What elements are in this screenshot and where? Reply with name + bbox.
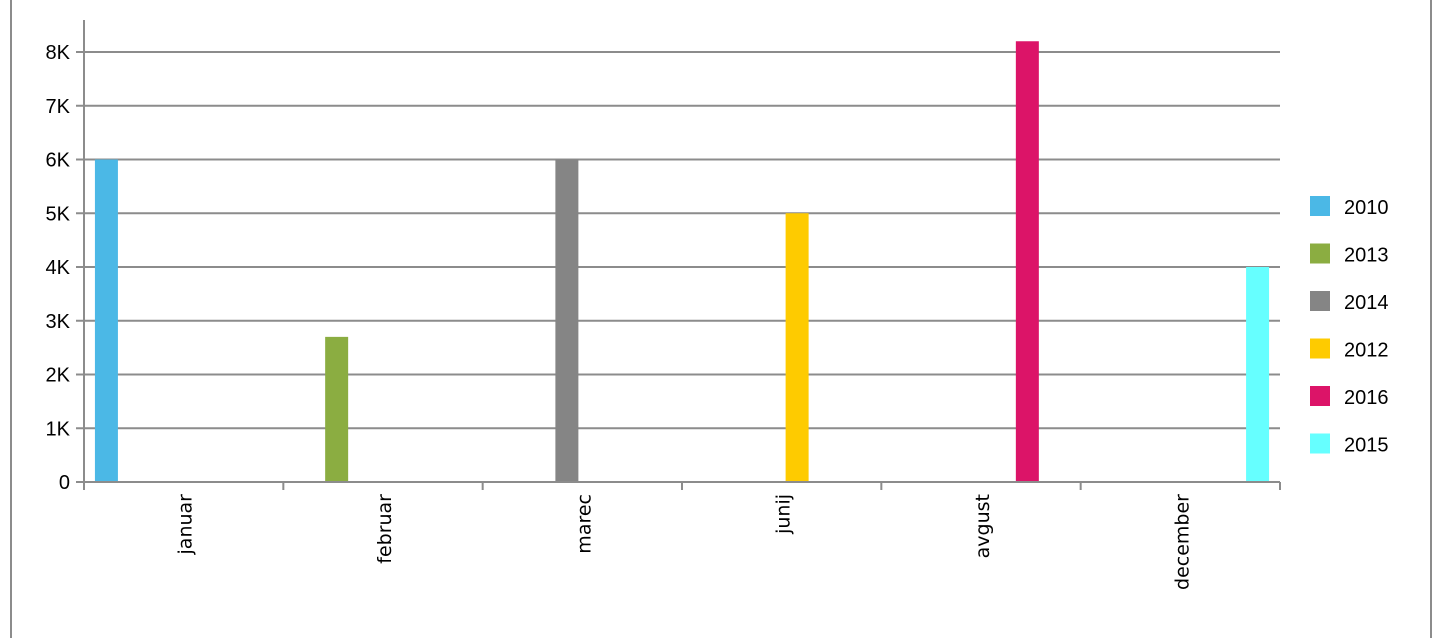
- y-tick-label: 1K: [46, 418, 71, 440]
- legend-swatch-2013: [1310, 243, 1330, 264]
- x-tick-label: junij: [773, 494, 795, 535]
- legend-swatch-2012: [1310, 338, 1330, 359]
- axes: [83, 20, 1281, 490]
- x-tick-label: januar: [175, 494, 197, 556]
- legend-label-2010: 2010: [1344, 197, 1389, 219]
- x-tick-label: februar: [374, 494, 396, 564]
- x-tick-label: avgust: [972, 494, 994, 558]
- x-axis-labels: januar februar marec junij avgust december: [175, 494, 1194, 590]
- bar-december-2015[interactable]: [1246, 267, 1270, 482]
- y-axis-ticks: 0 1K 2K 3K 4K 5K 6K 7K 8K: [46, 42, 84, 494]
- y-tick-label: 2K: [46, 365, 71, 387]
- y-tick-label: 7K: [46, 96, 71, 118]
- y-tick-label: 8K: [46, 42, 71, 64]
- legend-label-2016: 2016: [1344, 387, 1389, 409]
- legend-swatch-2014: [1310, 291, 1330, 311]
- y-tick-label: 3K: [46, 311, 71, 333]
- y-tick-label: 5K: [46, 203, 71, 225]
- legend-swatch-2010: [1310, 196, 1330, 216]
- x-tick-label: december: [1171, 494, 1193, 590]
- y-tick-label: 4K: [46, 257, 71, 279]
- legend[interactable]: 2010 2013 2014 2012 2016 2015: [1310, 196, 1389, 457]
- y-tick-label: 6K: [46, 150, 71, 172]
- bar-marec-2014[interactable]: [555, 159, 579, 483]
- legend-swatch-2016: [1310, 386, 1330, 406]
- legend-label-2013: 2013: [1344, 245, 1389, 267]
- legend-label-2014: 2014: [1344, 292, 1389, 314]
- bar-avgust-2016[interactable]: [1015, 41, 1039, 482]
- bar-junij-2012[interactable]: [785, 213, 809, 482]
- legend-label-2012: 2012: [1344, 340, 1389, 362]
- y-tick-label: 0: [59, 472, 70, 494]
- x-tick-label: marec: [573, 494, 595, 554]
- bars: [94, 41, 1270, 483]
- bar-februar-2013[interactable]: [325, 336, 349, 482]
- bar-januar-2010[interactable]: [94, 159, 118, 483]
- legend-swatch-2015: [1310, 433, 1330, 454]
- chart-border: [10, 0, 1432, 638]
- gridlines: [84, 51, 1280, 430]
- legend-label-2015: 2015: [1344, 435, 1389, 457]
